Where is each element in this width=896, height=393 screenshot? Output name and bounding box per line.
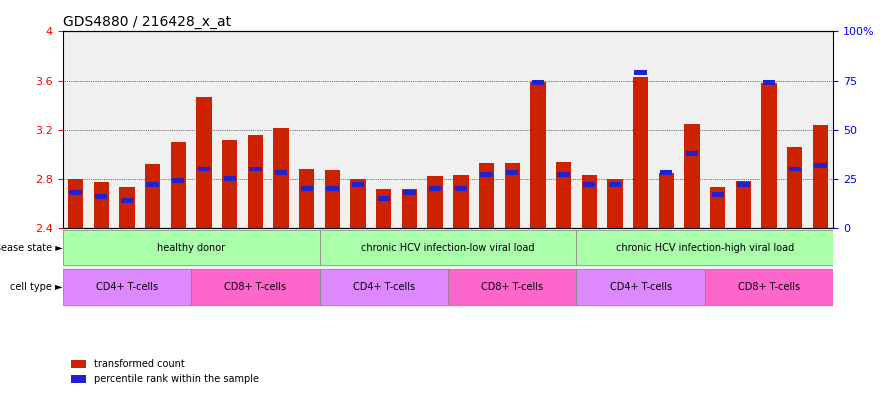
Text: healthy donor: healthy donor [157, 242, 225, 253]
Bar [429, 186, 442, 191]
Bar [350, 179, 366, 228]
Bar [63, 269, 191, 305]
Bar [172, 178, 185, 183]
Text: chronic HCV infection-high viral load: chronic HCV infection-high viral load [616, 242, 794, 253]
Bar [324, 170, 340, 228]
Bar [403, 190, 416, 195]
Bar [711, 192, 724, 197]
Bar [685, 151, 698, 156]
Text: CD4+ T-cells: CD4+ T-cells [353, 282, 415, 292]
Bar [352, 182, 365, 187]
Bar [247, 134, 263, 228]
Bar [198, 167, 211, 171]
Bar [556, 162, 572, 228]
Bar [377, 196, 390, 201]
Bar [608, 182, 621, 187]
Bar [813, 125, 828, 228]
Bar [582, 175, 597, 228]
Bar [634, 70, 647, 75]
Bar [121, 198, 134, 203]
Bar [196, 97, 211, 228]
Bar [275, 171, 288, 175]
Bar [273, 129, 289, 228]
Bar [480, 173, 493, 177]
Bar [146, 182, 159, 187]
Bar [762, 83, 777, 228]
Bar [68, 179, 83, 228]
Bar [814, 163, 827, 167]
Bar [478, 163, 495, 228]
Bar [299, 169, 314, 228]
Bar [762, 80, 775, 85]
Legend: transformed count, percentile rank within the sample: transformed count, percentile rank withi… [67, 356, 263, 388]
Bar [737, 182, 750, 187]
Bar [685, 123, 700, 228]
Bar [530, 82, 546, 228]
Bar [788, 167, 801, 171]
Text: CD4+ T-cells: CD4+ T-cells [609, 282, 672, 292]
Bar [504, 163, 520, 228]
Bar [705, 269, 833, 305]
Bar [326, 186, 339, 191]
Bar [736, 181, 751, 228]
Bar [170, 142, 186, 228]
Text: CD4+ T-cells: CD4+ T-cells [96, 282, 158, 292]
Bar [223, 176, 236, 181]
Bar [427, 176, 443, 228]
Bar [95, 194, 108, 199]
Text: GDS4880 / 216428_x_at: GDS4880 / 216428_x_at [63, 15, 231, 29]
Bar [93, 182, 109, 228]
Bar [787, 147, 803, 228]
Bar [300, 186, 313, 191]
Bar [401, 189, 418, 228]
Bar [659, 173, 674, 228]
Bar [191, 269, 320, 305]
Text: CD8+ T-cells: CD8+ T-cells [738, 282, 800, 292]
Bar [557, 173, 570, 177]
Bar [660, 171, 673, 175]
Text: cell type ►: cell type ► [10, 282, 63, 292]
Bar [633, 77, 649, 228]
Bar [222, 140, 237, 228]
Text: CD8+ T-cells: CD8+ T-cells [224, 282, 287, 292]
Bar [607, 179, 623, 228]
Bar [69, 190, 82, 195]
Bar [576, 269, 705, 305]
Text: disease state ►: disease state ► [0, 242, 63, 253]
Bar [453, 175, 469, 228]
Bar [320, 269, 448, 305]
Bar [145, 164, 160, 228]
Text: CD8+ T-cells: CD8+ T-cells [481, 282, 543, 292]
Bar [531, 80, 544, 85]
Text: chronic HCV infection-low viral load: chronic HCV infection-low viral load [361, 242, 535, 253]
Bar [249, 167, 262, 171]
Bar [583, 182, 596, 187]
Bar [320, 230, 576, 265]
Bar [63, 230, 320, 265]
Bar [376, 189, 392, 228]
Bar [710, 187, 726, 228]
Bar [454, 186, 467, 191]
Bar [506, 171, 519, 175]
Bar [119, 187, 134, 228]
Bar [448, 269, 576, 305]
Bar [576, 230, 833, 265]
